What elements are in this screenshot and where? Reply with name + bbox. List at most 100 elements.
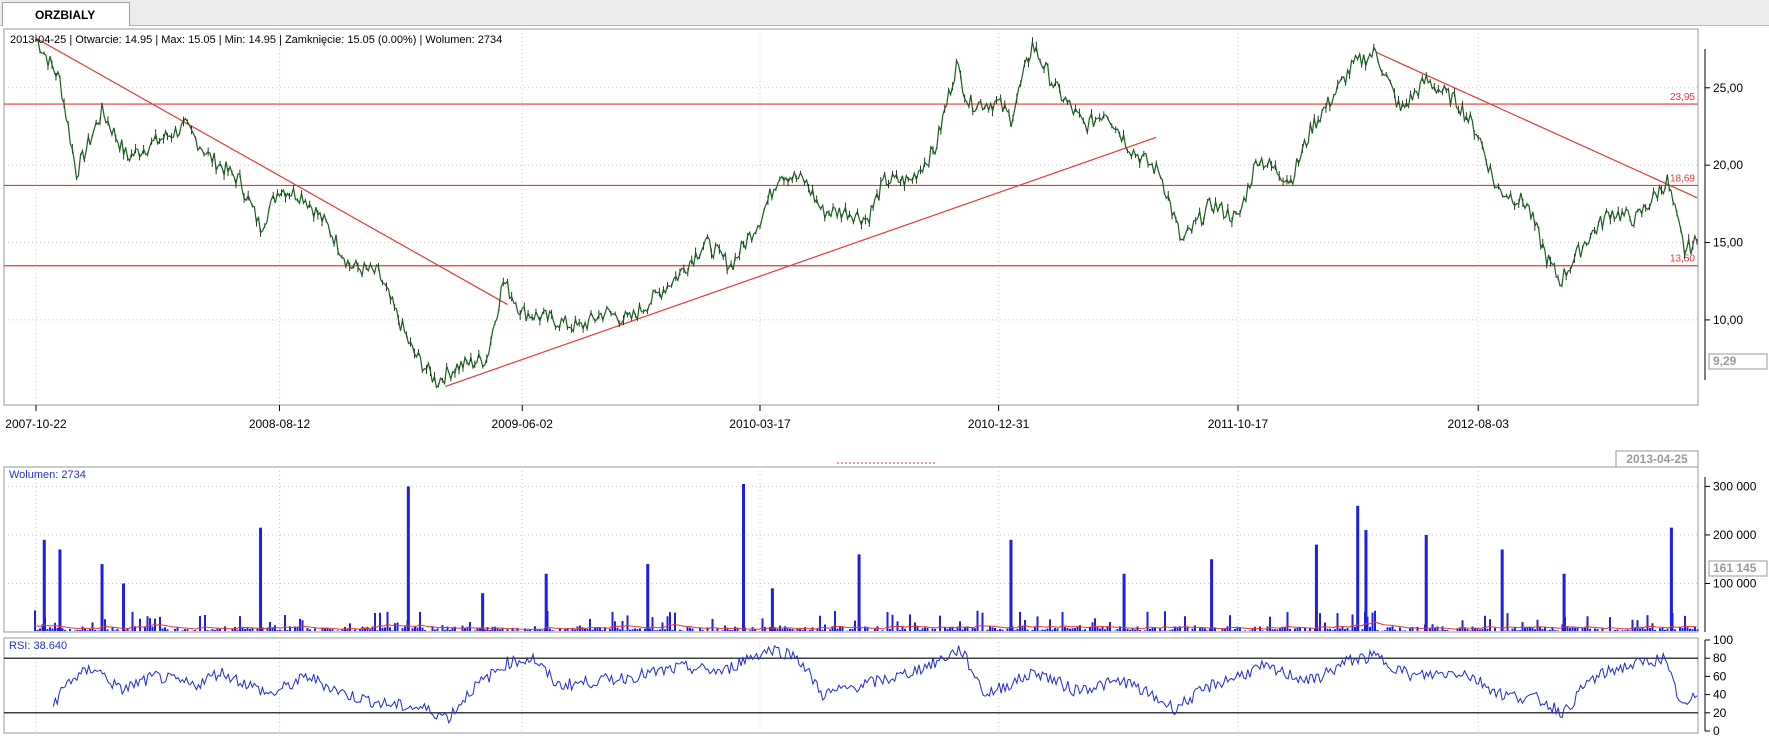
volume-bar [589,618,591,631]
volume-bar [776,628,779,631]
volume-bar [1641,627,1644,631]
volume-bar [126,628,129,631]
volume-bar [1654,629,1656,631]
volume-bar [204,615,206,631]
volume-bar [294,626,296,631]
volume-bar [414,626,416,631]
x-tick-label: 2007-10-22 [5,417,67,431]
volume-bar [1571,627,1574,631]
volume-bar [1304,627,1306,631]
volume-bar [1576,627,1579,631]
volume-spike-bar [1424,534,1428,631]
volume-bar [374,613,376,631]
tab-orzbialy[interactable]: ORZBIALY [2,2,131,26]
rsi-tick-label: 40 [1713,688,1727,702]
volume-bar [36,629,39,631]
volume-bar [149,618,151,631]
rsi-tick-label: 0 [1713,724,1720,737]
volume-bar [1319,613,1321,631]
volume-bar [1204,628,1206,631]
volume-bar [501,627,504,631]
volume-bar [1061,612,1064,631]
volume-bar [84,628,86,631]
volume-bar [1136,626,1139,631]
volume-bar [381,627,384,631]
x-tick-label: 2011-10-17 [1208,417,1269,431]
volume-bar [54,622,56,631]
volume-bar [331,629,334,631]
volume-bar [134,626,136,631]
volume-bar [1209,628,1211,631]
volume-bar [384,627,386,631]
volume-bar [371,626,374,631]
volume-bar [736,627,739,631]
volume-bar [1089,626,1091,631]
volume-panel-frame [3,466,1699,633]
volume-spike-bar [857,554,861,631]
price-tick-label: 25,00 [1713,81,1743,95]
volume-bar [1389,627,1391,631]
volume-bar [604,627,606,631]
volume-bar [1014,630,1016,631]
volume-bar [1459,627,1461,631]
volume-bar [1689,628,1691,631]
volume-bar [534,626,536,631]
volume-bar [991,627,994,631]
volume-bar [901,626,904,631]
volume-bar [1686,627,1689,631]
volume-bar [1624,630,1626,631]
volume-bar [536,628,539,631]
volume-bar [484,629,486,631]
volume-bar [706,627,709,631]
volume-bar [116,628,119,631]
volume-bar [1566,626,1569,631]
volume-bar [349,623,351,631]
volume-bar [251,627,254,631]
volume-bar [1201,627,1204,631]
volume-bar [186,629,189,631]
volume-bar [236,629,239,631]
volume-bar [1271,629,1274,631]
volume-bar [336,630,339,631]
volume-bar [1329,628,1331,631]
volume-bar [541,630,544,631]
volume-bar [1151,627,1154,631]
volume-bar [1074,628,1076,631]
volume-bar [1524,627,1526,631]
volume-bar [1631,619,1634,631]
volume-bar [1541,628,1544,631]
volume-bar [721,630,724,631]
volume-bar [574,629,576,631]
volume-bar [1334,629,1336,631]
volume-moving-average [33,621,1697,631]
volume-bar [526,629,529,631]
volume-bar [596,627,599,631]
volume-bar [1376,629,1379,631]
volume-bar [1001,629,1004,631]
volume-bar [809,629,811,631]
volume-bar [716,628,719,631]
volume-bar [981,612,984,631]
volume-bar [1674,629,1676,631]
volume-bar [1386,627,1389,631]
volume-bar [769,626,771,631]
volume-bar [164,627,166,631]
volume-bar [1461,620,1464,631]
volume-bar [1026,629,1029,631]
volume-bar [639,628,641,631]
volume-bar [266,627,269,631]
volume-bar [441,625,444,631]
volume-bar [394,623,396,631]
trend-lines [35,37,1698,387]
support-resistance-lines: 23,95 18,69 13,50 [4,92,1698,267]
volume-bar [1369,626,1371,631]
price-tick-label: 10,00 [1713,313,1743,327]
rsi-line [52,644,1698,725]
volume-bar [34,610,36,631]
volume-bar [1034,627,1036,631]
volume-bar [834,611,836,631]
volume-bar [1534,629,1536,631]
volume-bar [449,629,451,631]
volume-bar [1051,629,1054,631]
